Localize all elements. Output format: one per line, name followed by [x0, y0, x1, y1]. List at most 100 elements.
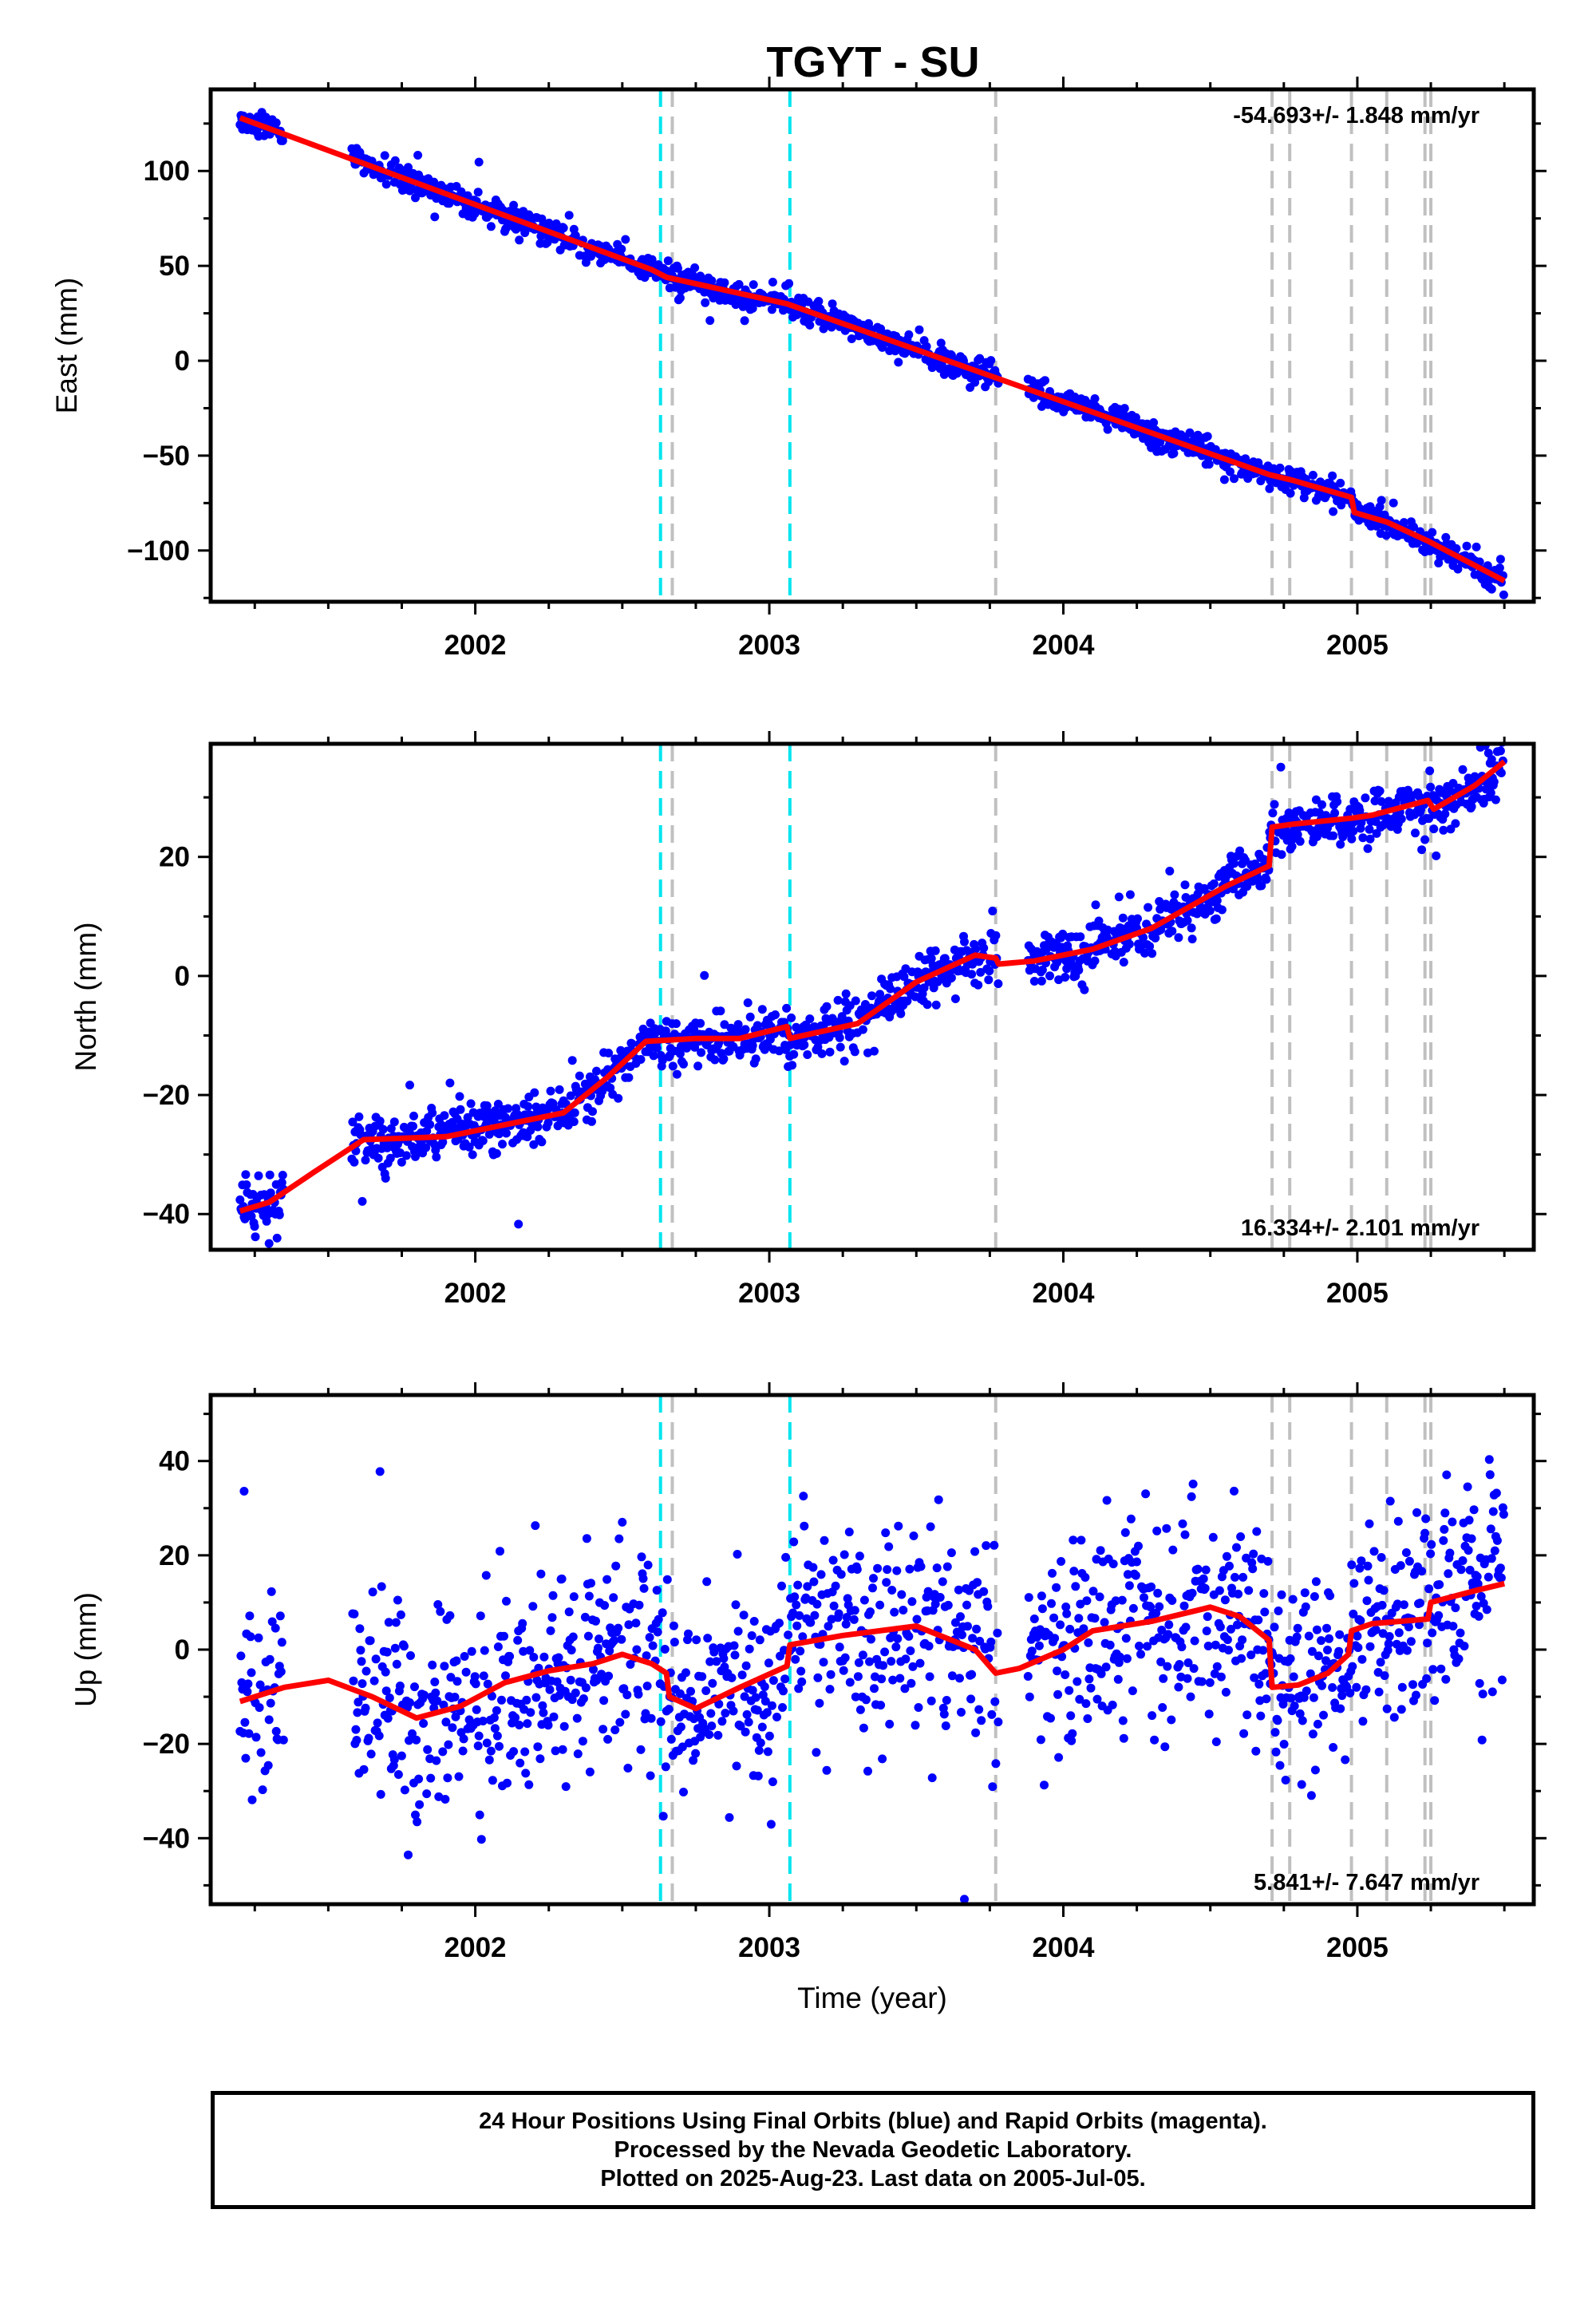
data-point — [1186, 1692, 1195, 1701]
data-point — [567, 1695, 577, 1705]
data-point — [1287, 842, 1297, 852]
data-point — [1203, 432, 1212, 441]
data-point — [456, 1105, 465, 1114]
data-point — [1411, 828, 1420, 838]
data-point — [1472, 542, 1481, 551]
data-point — [1152, 1526, 1162, 1535]
data-point — [1086, 1683, 1096, 1693]
data-point — [1337, 1691, 1347, 1701]
data-point — [1487, 1687, 1497, 1697]
data-point — [1193, 430, 1203, 440]
data-point — [1441, 1674, 1451, 1684]
data-point — [1133, 914, 1142, 923]
data-point — [636, 1055, 646, 1064]
data-point — [826, 1670, 836, 1679]
data-point — [760, 1682, 769, 1691]
data-point — [689, 1756, 698, 1765]
data-point — [428, 1109, 437, 1117]
data-point — [266, 1698, 275, 1708]
data-point — [1293, 830, 1302, 840]
data-point — [440, 1795, 450, 1804]
data-point — [275, 1611, 285, 1621]
data-point — [870, 1684, 879, 1694]
data-point — [1349, 827, 1358, 836]
data-point — [575, 1071, 584, 1081]
x-tick-label: 2003 — [738, 1278, 800, 1309]
data-point — [1402, 1646, 1412, 1655]
data-point — [390, 1643, 400, 1653]
data-point — [646, 1713, 656, 1723]
data-point — [741, 1661, 751, 1670]
data-point — [405, 1081, 414, 1090]
data-point — [1108, 1559, 1118, 1569]
data-point — [503, 1778, 512, 1788]
data-point — [745, 1644, 754, 1654]
data-point — [581, 1683, 591, 1693]
data-point — [1076, 932, 1085, 942]
data-point — [648, 1641, 658, 1650]
data-point — [934, 1495, 943, 1504]
data-point — [1179, 1601, 1189, 1611]
data-point — [768, 1777, 777, 1787]
data-point — [617, 1634, 626, 1644]
data-point — [1310, 1765, 1320, 1775]
data-point — [1156, 437, 1165, 447]
data-point — [700, 970, 709, 980]
data-point — [1037, 1591, 1046, 1601]
data-point — [468, 1150, 477, 1160]
data-point — [1150, 1735, 1159, 1745]
data-point — [588, 1107, 597, 1117]
data-point — [265, 1654, 275, 1664]
data-point — [1024, 1593, 1033, 1603]
data-point — [778, 1703, 787, 1712]
data-point — [443, 1773, 452, 1783]
data-point — [566, 1675, 575, 1685]
data-point — [1235, 846, 1245, 856]
data-point — [1333, 797, 1342, 806]
model-line-up — [239, 1580, 1506, 1721]
data-point — [1358, 1717, 1368, 1726]
data-point — [892, 1566, 902, 1575]
data-point — [1270, 1728, 1280, 1737]
data-point — [808, 1563, 818, 1572]
data-point — [740, 1692, 749, 1701]
data-point — [278, 1171, 287, 1180]
data-point — [1128, 1686, 1137, 1696]
data-point — [235, 1195, 245, 1204]
data-point — [815, 1698, 824, 1708]
data-point — [795, 1611, 804, 1620]
data-point — [1118, 1716, 1128, 1725]
data-point — [719, 1054, 729, 1064]
data-point — [1212, 896, 1222, 905]
data-point — [760, 1697, 770, 1706]
data-point — [267, 1587, 276, 1596]
data-point — [748, 303, 757, 313]
data-point — [1396, 1705, 1406, 1714]
data-point — [1084, 1638, 1093, 1647]
data-point — [1158, 1703, 1167, 1712]
data-point — [497, 1695, 506, 1705]
data-point — [412, 1735, 421, 1745]
data-point — [381, 1667, 390, 1677]
data-point — [831, 1581, 840, 1591]
data-point — [1065, 1686, 1074, 1695]
data-point — [880, 1647, 890, 1657]
data-point — [264, 1715, 274, 1725]
data-point — [1309, 1693, 1318, 1702]
data-point — [956, 1612, 965, 1622]
data-point — [448, 1723, 457, 1733]
data-point — [1205, 1678, 1215, 1687]
data-point — [1071, 1582, 1080, 1591]
data-point — [1053, 1666, 1062, 1676]
data-point — [515, 235, 524, 245]
data-point — [876, 1701, 886, 1710]
data-point — [714, 1699, 724, 1709]
data-point — [421, 1143, 431, 1152]
data-point — [1495, 746, 1505, 756]
data-point — [1114, 892, 1124, 902]
data-point — [1370, 796, 1380, 806]
data-point — [690, 263, 700, 272]
data-point — [679, 1059, 688, 1069]
data-point — [835, 1033, 844, 1042]
